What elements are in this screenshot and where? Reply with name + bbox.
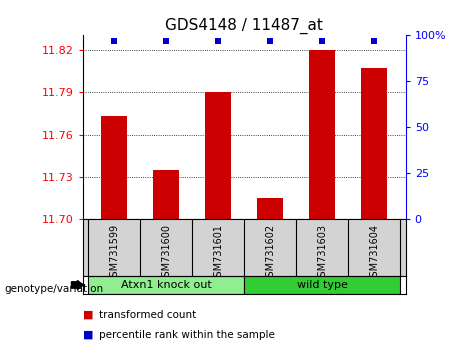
Text: ■: ■ — [83, 310, 94, 320]
Text: GSM731602: GSM731602 — [266, 224, 275, 283]
Bar — [205, 92, 231, 219]
Bar — [361, 68, 387, 219]
Text: GSM731604: GSM731604 — [369, 224, 379, 283]
Text: percentile rank within the sample: percentile rank within the sample — [99, 330, 275, 339]
Text: GSM731603: GSM731603 — [318, 224, 327, 283]
Text: wild type: wild type — [297, 280, 348, 290]
Text: transformed count: transformed count — [99, 310, 196, 320]
Bar — [101, 116, 127, 219]
Bar — [244, 276, 401, 294]
Bar — [88, 276, 244, 294]
Text: genotype/variation: genotype/variation — [5, 284, 104, 293]
Text: Atxn1 knock out: Atxn1 knock out — [121, 280, 212, 290]
Bar — [257, 198, 284, 219]
Title: GDS4148 / 11487_at: GDS4148 / 11487_at — [165, 18, 323, 34]
Text: GSM731601: GSM731601 — [213, 224, 223, 283]
Text: ■: ■ — [83, 330, 94, 339]
Bar — [309, 50, 336, 219]
Bar — [153, 170, 179, 219]
Text: GSM731599: GSM731599 — [109, 224, 119, 283]
Text: GSM731600: GSM731600 — [161, 224, 171, 283]
